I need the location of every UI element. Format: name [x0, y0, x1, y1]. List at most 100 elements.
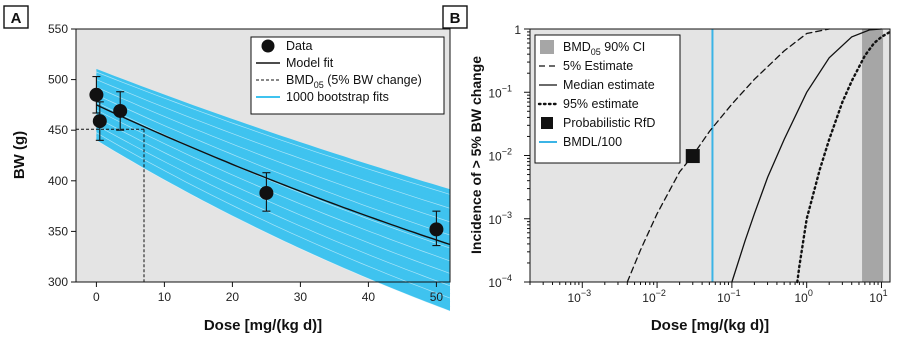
- panel-a-frame: [75, 28, 451, 283]
- bootstrap-fit-line: [96, 81, 451, 214]
- data-point: [429, 222, 444, 237]
- panel-a-x-axis-title: Dose [mg/(kg d)]: [204, 317, 322, 334]
- bootstrap-fit-line: [96, 99, 451, 245]
- x-tick-label: 100: [794, 288, 812, 305]
- panel-b-legend-box: [534, 34, 681, 164]
- y-tick-label: 400: [48, 174, 68, 188]
- bootstrap-fit-line: [96, 112, 451, 266]
- bootstrap-fit-line: [96, 140, 451, 312]
- legend-label: 95% estimate: [563, 97, 639, 111]
- x-tick-label: 30: [294, 290, 308, 304]
- bootstrap-fit-line: [96, 71, 451, 195]
- panel-a-data-points: [89, 76, 444, 247]
- bootstrap-fit-line: [96, 94, 451, 236]
- bootstrap-fit-line: [96, 114, 451, 270]
- bootstrap-fit-line: [96, 69, 451, 191]
- x-tick-label: 20: [226, 290, 240, 304]
- panel-b-letter-box: B: [442, 5, 468, 29]
- panel-a-legend: Data Model fit BMD05 (5% BW change)1000 bo…: [250, 36, 445, 115]
- panel-a-bmd05-lines: [76, 128, 145, 282]
- x-tick-label: 0: [93, 290, 100, 304]
- y-tick-label: 10−2: [488, 147, 512, 164]
- curve-median-estimate: [731, 28, 883, 283]
- bootstrap-fit-line: [96, 134, 451, 303]
- curve-5-estimate: [626, 28, 830, 283]
- panel-b-rfd-marker: [685, 149, 700, 164]
- panel-a-axes: 0 10 20 30 40 50 300 350 400 450 500 550: [48, 22, 451, 304]
- y-tick-label: 500: [48, 73, 68, 87]
- data-point: [89, 87, 104, 102]
- bootstrap-fit-line: [96, 74, 451, 200]
- legend-label: Median estimate: [563, 78, 655, 92]
- x-tick-label: 50: [430, 290, 444, 304]
- x-tick-label: 10−2: [642, 288, 666, 305]
- y-tick-label: 1: [514, 23, 521, 37]
- panel-b-legend: BMD05 90% CI 5% Estimate Median estimate 95…: [534, 34, 681, 164]
- panel-b-y-axis-title: Incidence of > 5% BW change: [468, 56, 484, 254]
- data-point: [259, 185, 274, 200]
- bootstrap-fit-line: [96, 117, 451, 274]
- panel-a-model-fit: [96, 104, 451, 246]
- legend-label: 1000 bootstrap fits: [286, 90, 389, 104]
- x-tick-label: 10−3: [567, 288, 591, 305]
- panel-a-letter: A: [11, 10, 22, 27]
- legend-label: Model fit: [286, 56, 334, 70]
- x-tick-label: 10: [158, 290, 172, 304]
- data-point: [113, 103, 128, 118]
- panel-a-y-axis-title: BW (g): [11, 131, 28, 179]
- data-point: [92, 114, 107, 129]
- bootstrap-fit-line: [96, 86, 451, 223]
- panel-a-legend-box: [250, 36, 445, 115]
- bootstrap-fit-line: [96, 91, 451, 232]
- legend-label: 5% Estimate: [563, 59, 633, 73]
- panel-a: 0 10 20 30 40 50 300 350 400 450 500 550 Data Model …: [3, 5, 451, 334]
- legend-label: Probabilistic RfD: [563, 116, 655, 130]
- y-tick-label: 10−3: [488, 210, 512, 227]
- panel-b-letter: B: [450, 10, 461, 27]
- legend-label: BMDL/100: [563, 135, 622, 149]
- y-tick-label: 450: [48, 123, 68, 137]
- bootstrap-fit-line: [96, 122, 451, 283]
- panel-b-bmd05-ci-band: [862, 29, 884, 282]
- panel-b-x-axis-title: Dose [mg/(kg d)]: [651, 317, 769, 334]
- y-tick-label: 350: [48, 224, 68, 238]
- bootstrap-fit-line: [96, 104, 451, 253]
- legend-label: BMD05 (5% BW change): [286, 73, 422, 90]
- x-tick-label: 40: [362, 290, 376, 304]
- bootstrap-fit-line: [96, 119, 451, 278]
- bootstrap-fit-line: [96, 76, 451, 205]
- bootstrap-fit-line: [96, 89, 451, 227]
- model-fit-line: [96, 104, 451, 246]
- panel-b: 10−3 10−2 10−1 100 101 10−4 10−3 10−2 10−1 1 BMD0…: [442, 5, 892, 334]
- panel-a-letter-box: A: [3, 5, 29, 29]
- bootstrap-fit-line: [96, 102, 451, 249]
- panel-b-axes: 10−3 10−2 10−1 100 101 10−4 10−3 10−2 10−1 1: [488, 23, 891, 305]
- bootstrap-fit-line: [96, 129, 451, 295]
- probabilistic-rfd-marker: [685, 149, 700, 164]
- bootstrap-fit-line: [96, 79, 451, 209]
- legend-label: Data: [286, 39, 312, 53]
- legend-swatch-ci: [540, 40, 554, 54]
- y-tick-label: 550: [48, 22, 68, 36]
- y-tick-label: 300: [48, 275, 68, 289]
- bootstrap-fit-line: [96, 96, 451, 240]
- ci-band-rect: [862, 29, 884, 282]
- bootstrap-fit-line: [96, 106, 451, 258]
- legend-label: BMD05 90% CI: [563, 40, 645, 57]
- bootstrap-fit-line: [96, 132, 451, 299]
- y-tick-label: 10−1: [488, 83, 512, 100]
- y-tick-label: 10−4: [488, 273, 512, 290]
- panel-a-bootstrap-fits: [96, 69, 451, 312]
- curve-95-estimate: [796, 30, 892, 284]
- bootstrap-fit-line: [96, 124, 451, 287]
- legend-swatch-data: [261, 39, 275, 53]
- x-tick-label: 101: [869, 288, 887, 305]
- bootstrap-fit-line: [96, 84, 451, 218]
- bootstrap-fit-line: [96, 137, 451, 307]
- bootstrap-band-fill: [96, 69, 451, 312]
- x-tick-label: 10−1: [717, 288, 741, 305]
- legend-swatch-rfd: [541, 117, 553, 129]
- bootstrap-fit-line: [96, 127, 451, 291]
- panel-b-curves: [626, 28, 892, 284]
